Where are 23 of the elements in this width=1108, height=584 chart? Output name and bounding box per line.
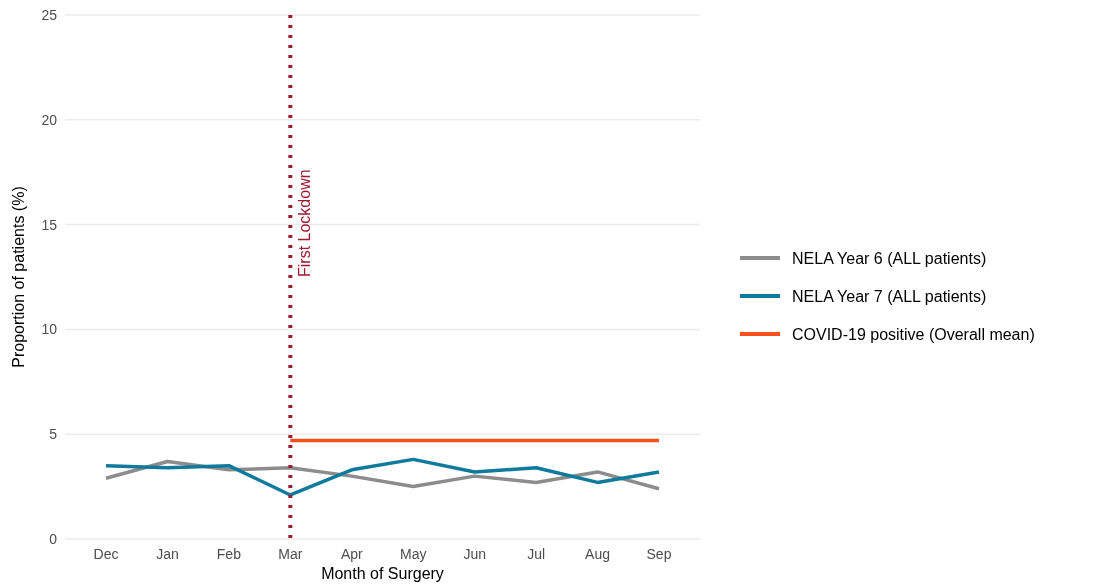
y-tick-label: 10 bbox=[41, 321, 58, 338]
x-tick-label: Sep bbox=[646, 546, 672, 562]
y-tick-label: 20 bbox=[41, 111, 58, 128]
ref-line-label: First Lockdown bbox=[296, 169, 314, 277]
y-tick-label: 0 bbox=[49, 530, 58, 547]
y-tick-label: 15 bbox=[41, 216, 58, 233]
x-tick-label: Mar bbox=[278, 546, 303, 562]
x-axis-title: Month of Surgery bbox=[321, 565, 444, 582]
x-tick-label: Feb bbox=[216, 546, 242, 562]
x-tick-label: Apr bbox=[340, 546, 363, 562]
legend-label: NELA Year 6 (ALL patients) bbox=[792, 249, 987, 267]
x-tick-label: Jul bbox=[527, 546, 546, 562]
x-tick-label: May bbox=[400, 546, 427, 562]
x-tick-label: Aug bbox=[585, 546, 611, 562]
x-tick-label: Jan bbox=[156, 546, 179, 562]
x-tick-label: Jun bbox=[463, 546, 486, 562]
y-tick-label: 5 bbox=[49, 426, 58, 443]
line-series bbox=[104, 457, 661, 497]
y-axis-title: Proportion of patients (%) bbox=[10, 186, 27, 368]
legend-label: NELA Year 7 (ALL patients) bbox=[792, 287, 987, 305]
x-tick-label: Dec bbox=[93, 546, 119, 562]
legend-label: COVID-19 positive (Overall mean) bbox=[792, 325, 1035, 343]
y-tick-label: 25 bbox=[41, 6, 58, 23]
